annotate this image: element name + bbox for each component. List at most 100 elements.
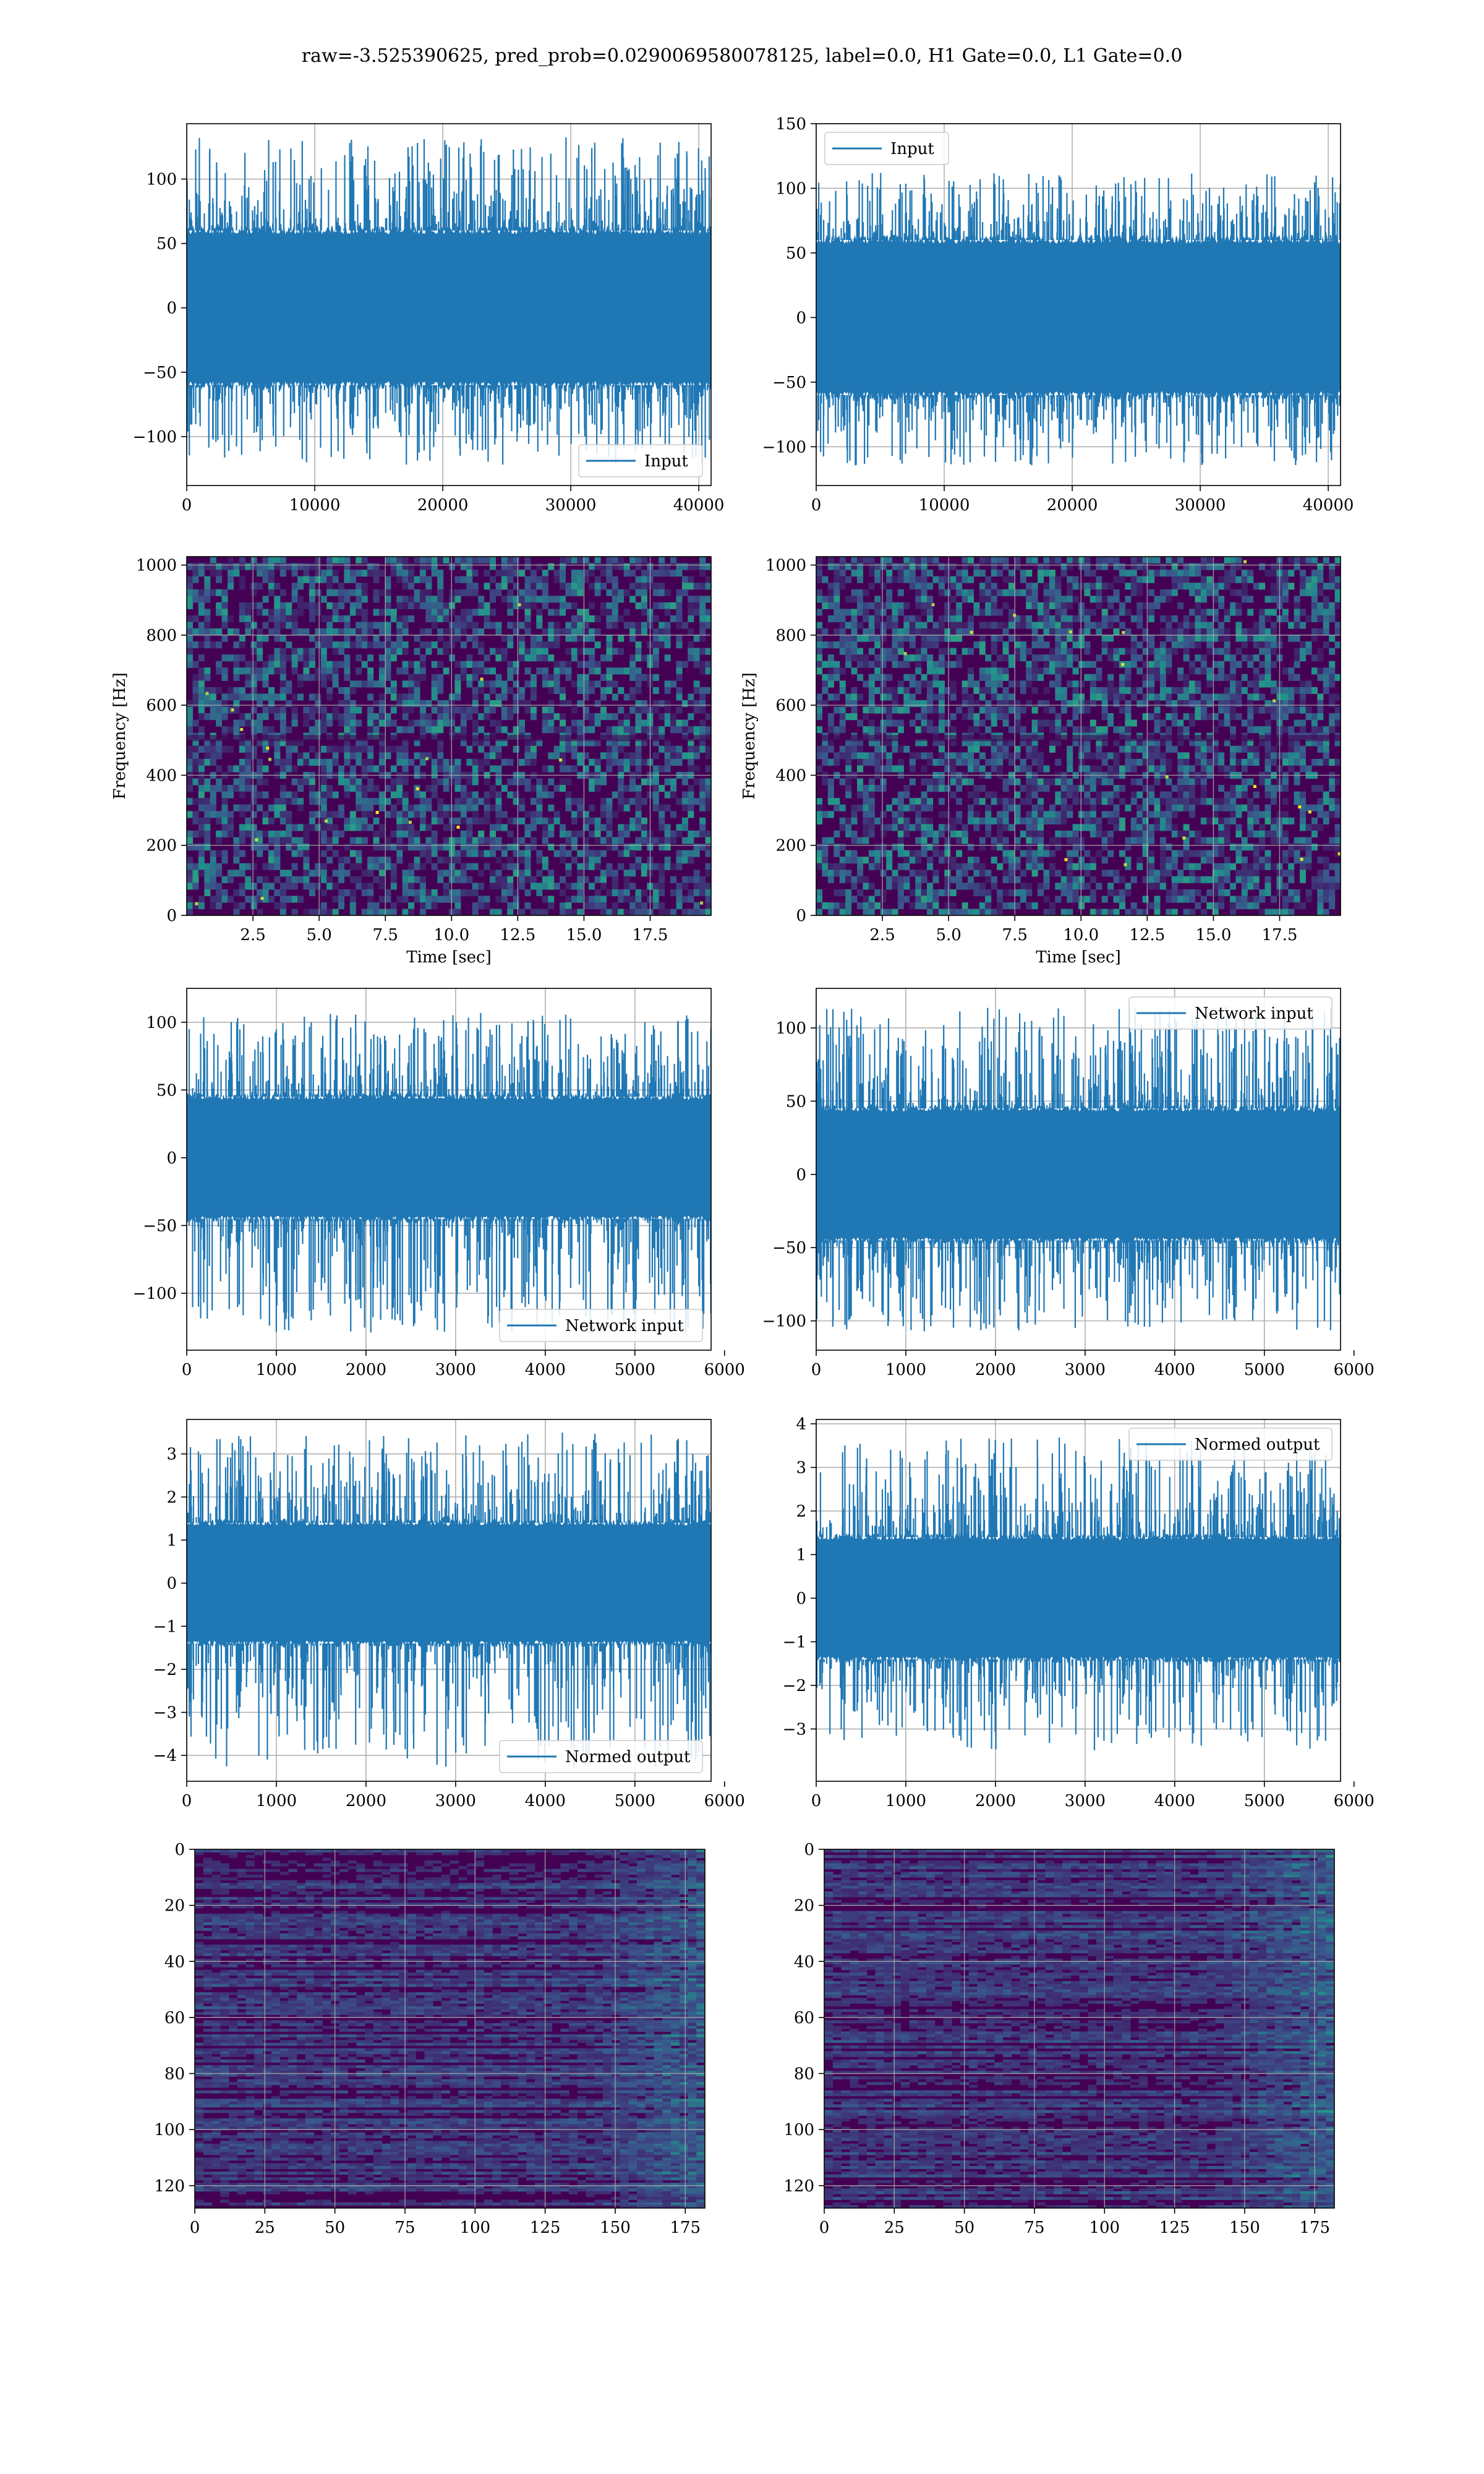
feature-map-right-ytick-label: 0 xyxy=(804,1841,814,1859)
input-left-series-line xyxy=(187,137,711,465)
spectrogram-left-xtick-label: 2.5 xyxy=(240,926,265,944)
normed-output-left-frame xyxy=(186,1419,712,1782)
spectrogram-left-xtick-label: 15.0 xyxy=(566,926,602,944)
feature-map-right-xtick-label: 150 xyxy=(1229,2219,1260,2237)
spectrogram-right-image xyxy=(816,557,1341,915)
normed-output-left-ytick-label: −1 xyxy=(153,1617,177,1636)
normed-output-left-ytick-label: −3 xyxy=(153,1704,177,1723)
network-input-right-xtick-label: 6000 xyxy=(1334,1361,1375,1379)
network-input-right-xtick-label: 4000 xyxy=(1154,1361,1195,1379)
spectrogram-right-ytick-label: 800 xyxy=(775,627,806,645)
normed-output-left-series-line xyxy=(187,1432,711,1768)
normed-output-right-ytick-label: −1 xyxy=(783,1633,806,1651)
feature-map-right-xtick-label: 50 xyxy=(954,2219,974,2237)
input-right-xtick-label: 40000 xyxy=(1303,496,1354,515)
normed-output-left-axes: Normed output 0 1000 2000 3000 4000 5000 6000 −4… xyxy=(153,1419,745,1810)
network-input-right-ytick-label: −100 xyxy=(762,1312,806,1331)
network-input-right-xtick-label: 1000 xyxy=(885,1361,926,1379)
normed-output-right-ytick-label: 0 xyxy=(796,1590,806,1608)
normed-output-left-xtick-label: 3000 xyxy=(435,1792,476,1810)
normed-output-right-ytick-label: −3 xyxy=(783,1720,806,1739)
feature-map-right-xtick-label: 0 xyxy=(819,2219,830,2237)
network-input-left-legend: Network input xyxy=(499,1309,703,1342)
network-input-left-ytick-label: 100 xyxy=(146,1014,177,1032)
normed-output-left-ytick-label: 0 xyxy=(166,1575,177,1593)
input-left-legend-label: Input xyxy=(644,452,688,471)
input-left-legend: Input xyxy=(578,444,703,477)
normed-output-left-ytick-label: 1 xyxy=(166,1531,177,1550)
input-left-xtick-label: 40000 xyxy=(673,496,725,515)
spectrogram-left-xtick-label: 17.5 xyxy=(633,926,668,944)
feature-map-right-axes: 0 25 50 75 100 125 150 175 0 20 40 60 80 100 120 xyxy=(783,1841,1335,2237)
network-input-right-legend-label: Network input xyxy=(1195,1004,1313,1023)
input-right-xtick-label: 20000 xyxy=(1047,496,1098,515)
feature-map-left-ytick-label: 20 xyxy=(164,1897,185,1915)
spectrogram-right-xtick-label: 2.5 xyxy=(869,926,895,944)
network-input-left-frame xyxy=(186,988,712,1351)
normed-output-right-xtick-label: 3000 xyxy=(1065,1792,1106,1810)
feature-map-left-ytick-label: 120 xyxy=(154,2177,185,2196)
input-right-legend-label: Input xyxy=(890,140,934,158)
input-right-frame xyxy=(816,123,1341,486)
normed-output-left-ytick-label: 2 xyxy=(166,1488,177,1507)
normed-output-left-ytick-label: −4 xyxy=(153,1747,177,1765)
spectrogram-right-xtick-label: 7.5 xyxy=(1002,926,1028,944)
network-input-left-ytick-label: −100 xyxy=(133,1285,177,1303)
feature-map-left-grid xyxy=(194,1849,705,2208)
input-right-xtick-label: 10000 xyxy=(919,496,970,515)
normed-output-left-xtick-label: 5000 xyxy=(615,1792,655,1810)
feature-map-left-xtick-label: 100 xyxy=(459,2219,490,2237)
normed-output-right-legend-label: Normed output xyxy=(1195,1436,1320,1454)
input-left-ytick-label: 0 xyxy=(166,299,177,318)
spectrogram-right-ytick-label: 1000 xyxy=(765,557,806,575)
feature-map-left-xtick-label: 0 xyxy=(190,2219,200,2237)
network-input-left-ytick-label: 50 xyxy=(156,1081,177,1100)
input-right-series-line xyxy=(816,173,1341,466)
input-left-axes: Input 0 10000 20000 30000 40000 −100 −50 0 50 100 xyxy=(133,123,725,515)
spectrogram-left-ytick-label: 200 xyxy=(146,837,177,855)
feature-map-right-grid xyxy=(824,1849,1334,2208)
feature-map-right-ytick-label: 80 xyxy=(794,2065,814,2084)
spectrogram-left-xtick-label: 10.0 xyxy=(433,926,469,944)
normed-output-left-xtick-label: 1000 xyxy=(256,1792,297,1810)
feature-map-left-axes: 0 25 50 75 100 125 150 175 0 20 40 60 80 100 120 xyxy=(154,1841,706,2237)
input-right-ytick-label: 100 xyxy=(775,179,806,198)
network-input-left-ytick-label: 0 xyxy=(166,1149,177,1168)
normed-output-left-legend-label: Normed output xyxy=(565,1748,691,1766)
normed-output-right-ytick-label: 4 xyxy=(796,1415,806,1434)
spectrogram-left-ytick-label: 600 xyxy=(146,696,177,715)
normed-output-right-ytick-label: −2 xyxy=(783,1677,806,1695)
normed-output-right-legend: Normed output xyxy=(1128,1427,1333,1461)
network-input-right-ytick-label: 50 xyxy=(786,1092,806,1111)
network-input-left-series-line xyxy=(187,1012,711,1334)
normed-output-right-frame xyxy=(816,1419,1341,1782)
normed-output-right-xtick-label: 1000 xyxy=(885,1792,926,1810)
feature-map-right-xtick-label: 75 xyxy=(1024,2219,1044,2237)
figure-title: raw=-3.525390625, pred_prob=0.0290069580… xyxy=(302,45,1183,67)
network-input-right-xtick-label: 2000 xyxy=(975,1361,1016,1379)
network-input-right-xtick-label: 3000 xyxy=(1065,1361,1106,1379)
spectrogram-right-xtick-label: 17.5 xyxy=(1262,926,1298,944)
input-right-ytick-label: 50 xyxy=(786,244,806,263)
feature-map-right-ytick-label: 60 xyxy=(794,2009,814,2027)
network-input-right-xtick-label: 0 xyxy=(811,1361,822,1379)
normed-output-right-xtick-label: 0 xyxy=(811,1792,822,1810)
network-input-left-xtick-label: 6000 xyxy=(704,1361,745,1379)
feature-map-right-xtick-label: 25 xyxy=(884,2219,905,2237)
network-input-right-ytick-label: 0 xyxy=(796,1166,806,1184)
normed-output-right-series-line xyxy=(816,1437,1341,1750)
input-left-ytick-label: 50 xyxy=(156,235,177,254)
feature-map-left-image xyxy=(195,1849,705,2208)
input-left-ytick-label: −100 xyxy=(133,428,177,447)
feature-map-left-frame xyxy=(194,1849,706,2209)
normed-output-left-xtick-label: 6000 xyxy=(704,1792,745,1810)
spectrogram-left-frame xyxy=(186,556,712,916)
input-left-xtick-label: 20000 xyxy=(417,496,469,515)
network-input-left-xtick-label: 3000 xyxy=(435,1361,476,1379)
network-input-right-ytick-label: −50 xyxy=(772,1239,806,1257)
input-right-ytick-label: 0 xyxy=(796,309,806,327)
normed-output-left-legend: Normed output xyxy=(499,1740,703,1773)
network-input-left-xtick-label: 5000 xyxy=(615,1361,655,1379)
network-input-left-xtick-label: 4000 xyxy=(525,1361,566,1379)
